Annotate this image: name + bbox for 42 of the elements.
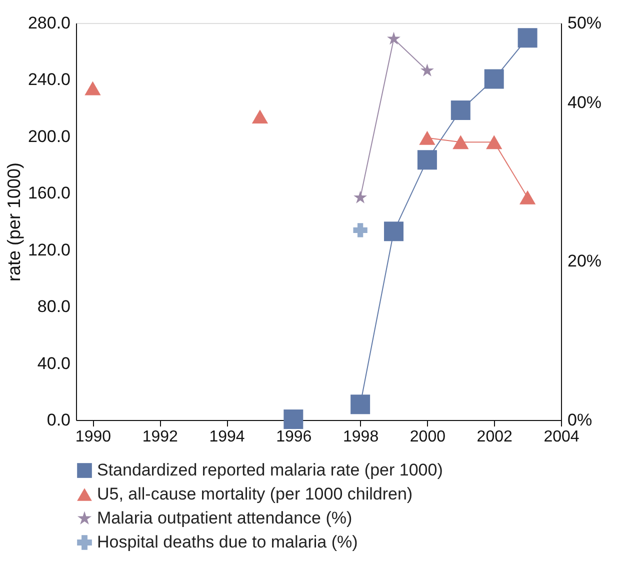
y2-tick-label: 50% xyxy=(568,14,602,32)
x-tick-label: 1998 xyxy=(343,428,379,446)
y-tick-label: 80.0 xyxy=(37,297,70,316)
y2-tick-label: 0% xyxy=(568,410,592,430)
point xyxy=(420,64,434,76)
y-tick-label: 200.0 xyxy=(28,126,70,146)
point xyxy=(84,81,101,96)
y-tick-label: 160.0 xyxy=(28,184,70,203)
x-tick-label: 2002 xyxy=(476,428,512,446)
point xyxy=(519,190,536,204)
y2-tick-label: 40% xyxy=(568,92,602,112)
point xyxy=(484,69,504,89)
point xyxy=(387,32,400,45)
legend-label: Malaria outpatient attendance (%) xyxy=(97,508,352,528)
point xyxy=(350,394,370,414)
y-axis-title: rate (per 1000) xyxy=(4,162,24,282)
legend-label: U5, all-cause mortality (per 1000 children) xyxy=(97,484,413,504)
y-tick-label: 280.0 xyxy=(28,14,70,32)
legend-label: Standardized reported malaria rate (per 1000) xyxy=(97,460,443,480)
point xyxy=(284,410,304,430)
y-tick-label: 0.0 xyxy=(46,410,70,430)
point xyxy=(353,223,368,238)
point xyxy=(354,190,368,204)
x-tick-label: 2000 xyxy=(410,428,446,446)
x-tick-label: 2004 xyxy=(544,428,580,446)
x-tick-label: 1994 xyxy=(209,428,245,446)
y-tick-label: 240.0 xyxy=(28,70,70,90)
point xyxy=(486,135,502,150)
point xyxy=(419,130,436,145)
point xyxy=(417,150,437,170)
legend-label: Hospital deaths due to malaria (%) xyxy=(97,532,358,552)
x-tick-label: 1992 xyxy=(142,428,178,446)
x-tick-label: 1996 xyxy=(276,428,312,446)
y2-tick-label: 20% xyxy=(568,252,602,271)
point xyxy=(452,135,469,150)
y-tick-label: 120.0 xyxy=(28,240,70,260)
point xyxy=(450,100,470,120)
point xyxy=(384,222,404,242)
y-tick-label: 40.0 xyxy=(37,354,70,373)
point xyxy=(252,110,268,124)
point xyxy=(518,28,538,48)
x-tick-label: 1990 xyxy=(75,428,112,446)
